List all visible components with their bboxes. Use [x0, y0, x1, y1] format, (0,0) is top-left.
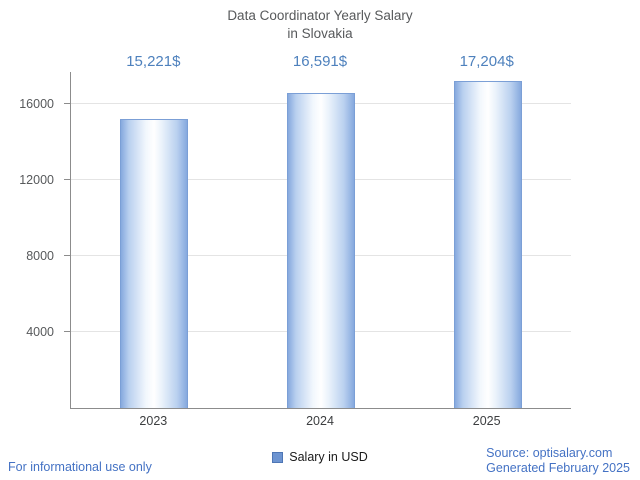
- x-axis-labels: 2023 2024 2025: [70, 414, 570, 428]
- x-axis-label: 2025: [472, 414, 501, 428]
- bar-value-label: 17,204$: [459, 53, 514, 70]
- chart-title-line2: in Slovakia: [287, 26, 353, 42]
- x-axis-label: 2024: [306, 414, 334, 428]
- bar: [453, 81, 522, 408]
- bar: [287, 93, 355, 408]
- legend-swatch-icon: [272, 451, 284, 463]
- y-tick-mark: [64, 179, 71, 181]
- y-tick-label: 4000: [26, 325, 54, 340]
- y-tick-label: 16000: [19, 97, 54, 112]
- source-info: Source: optisalary.com Generated Februar…: [486, 446, 630, 477]
- bar-value-labels: 15,221$ 16,591$ 17,204$: [70, 53, 570, 70]
- chart-title: Data Coordinator Yearly Salary in Slovak…: [0, 7, 640, 43]
- bar-slot: [404, 72, 571, 408]
- bars: [71, 72, 571, 408]
- source-line: Source: optisalary.com: [486, 445, 613, 460]
- bar-value-label: 16,591$: [292, 53, 348, 70]
- bar-value-label: 15,221$: [126, 53, 181, 70]
- y-axis-labels: 4000 8000 12000 16000: [0, 72, 62, 408]
- bar-slot: [238, 72, 405, 408]
- legend: Salary in USD: [0, 450, 640, 464]
- generated-line: Generated February 2025: [486, 461, 630, 476]
- y-tick-mark: [64, 331, 71, 333]
- x-axis-label: 2023: [139, 414, 168, 428]
- bar-slot: [71, 72, 238, 408]
- y-tick-mark: [64, 103, 71, 105]
- legend-label: Salary in USD: [289, 450, 368, 464]
- plot-area: [64, 72, 571, 409]
- y-tick-mark: [64, 255, 71, 257]
- disclaimer-text: For informational use only: [8, 460, 152, 474]
- chart-title-line1: Data Coordinator Yearly Salary: [227, 8, 413, 23]
- y-tick-label: 12000: [19, 173, 54, 188]
- y-tick-label: 8000: [26, 249, 54, 264]
- bar: [120, 119, 189, 408]
